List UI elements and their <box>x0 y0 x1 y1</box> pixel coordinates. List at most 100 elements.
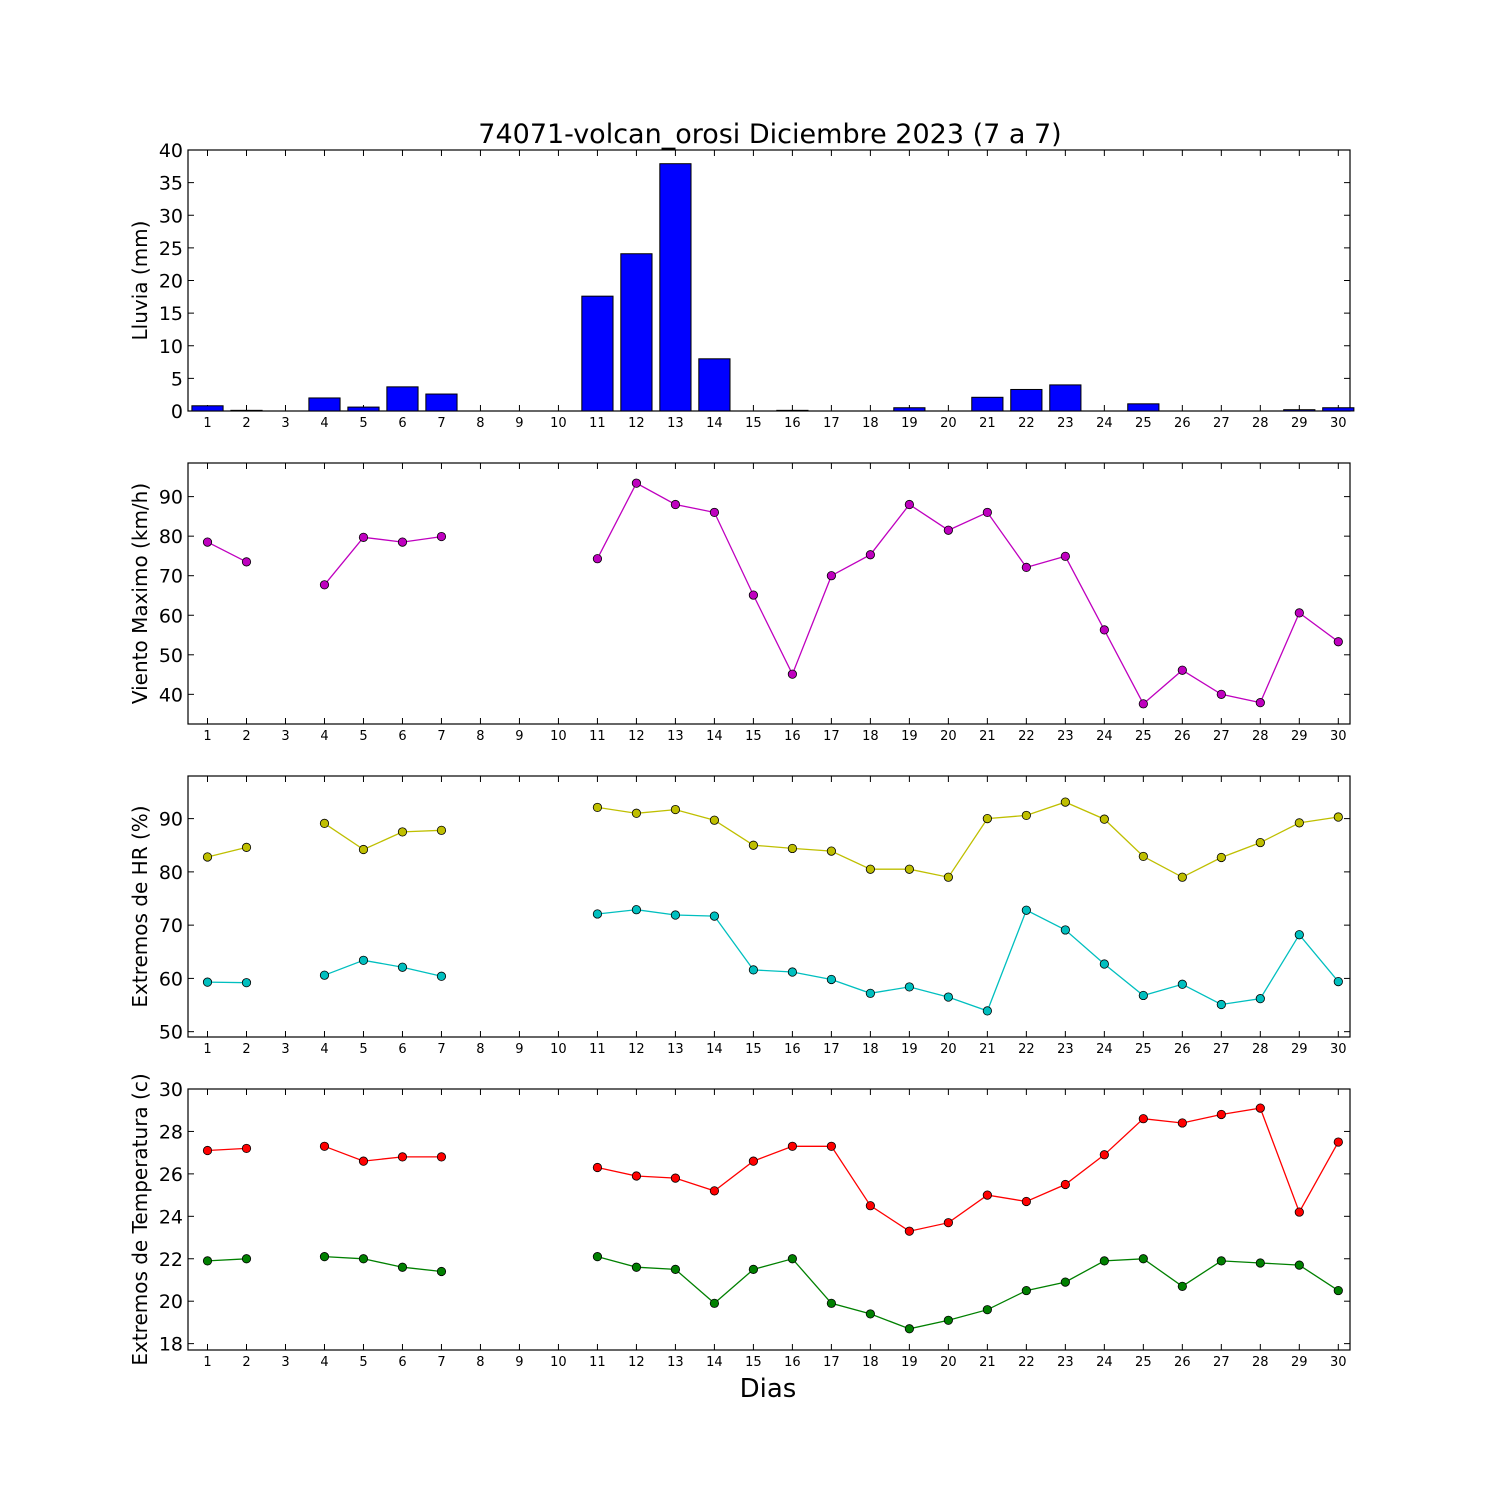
data-point <box>982 1305 992 1315</box>
x-tick-label: 14 <box>706 1355 723 1370</box>
data-point <box>709 815 720 825</box>
plot-frame <box>187 149 1351 412</box>
data-point <box>1138 990 1148 1001</box>
series-line <box>207 1258 247 1262</box>
data-point <box>826 1141 836 1151</box>
bar <box>1049 384 1082 412</box>
x-tick-label: 27 <box>1213 729 1230 744</box>
x-tick-label: 30 <box>1330 1042 1347 1057</box>
x-tick-label: 11 <box>589 729 606 744</box>
series-line <box>324 959 442 977</box>
x-tick-label: 26 <box>1174 1355 1191 1370</box>
x-tick-label: 15 <box>745 416 762 431</box>
data-point <box>631 478 642 488</box>
x-tick-label: 11 <box>589 1042 606 1057</box>
data-point <box>1333 977 1343 987</box>
y-tick-label: 60 <box>159 605 183 627</box>
y-tick-label: 30 <box>159 205 183 227</box>
data-point <box>904 1226 914 1236</box>
x-tick-label: 13 <box>667 729 684 744</box>
data-point <box>1216 999 1226 1010</box>
data-point <box>1060 1277 1070 1287</box>
data-point <box>592 1252 603 1262</box>
y-tick-label: 26 <box>159 1164 183 1186</box>
data-point <box>748 965 759 975</box>
x-tick-label: 30 <box>1330 416 1347 431</box>
x-tick-label: 5 <box>359 1355 367 1370</box>
data-point <box>982 507 992 518</box>
x-tick-label: 6 <box>398 1355 406 1370</box>
data-point <box>709 1186 720 1196</box>
series-line <box>207 541 247 563</box>
data-point <box>787 669 797 679</box>
data-point <box>319 1141 330 1151</box>
data-point <box>670 499 681 510</box>
data-point <box>670 1173 681 1183</box>
data-point <box>202 1256 213 1266</box>
x-tick-label: 2 <box>242 1355 250 1370</box>
bar <box>659 163 692 412</box>
x-tick-label: 25 <box>1135 1042 1152 1057</box>
data-point <box>1294 930 1304 940</box>
data-point <box>397 1262 408 1272</box>
data-point <box>865 864 875 874</box>
data-point <box>1021 562 1031 573</box>
data-point <box>1021 1196 1031 1207</box>
x-tick-label: 21 <box>979 1042 996 1057</box>
bar <box>191 405 224 412</box>
y-tick-label: 0 <box>171 401 183 423</box>
x-tick-label: 17 <box>823 1042 840 1057</box>
data-point <box>904 1324 914 1334</box>
x-tick-label: 3 <box>281 1042 289 1057</box>
data-point <box>241 842 252 852</box>
data-point <box>358 532 369 542</box>
x-tick-label: 21 <box>979 1355 996 1370</box>
data-point <box>241 1143 252 1154</box>
x-tick-label: 25 <box>1135 1355 1152 1370</box>
x-tick-label: 24 <box>1096 1042 1113 1057</box>
data-point <box>631 905 642 915</box>
x-tick-label: 3 <box>281 416 289 431</box>
data-point <box>1216 1256 1226 1266</box>
x-tick-label: 26 <box>1174 1042 1191 1057</box>
data-point <box>202 537 213 547</box>
x-tick-label: 3 <box>281 1355 289 1370</box>
y-tick-label: 40 <box>159 140 183 162</box>
data-point <box>1099 1150 1109 1160</box>
x-tick-label: 24 <box>1096 416 1113 431</box>
series-line <box>323 535 442 586</box>
y-tick-label: 35 <box>159 173 183 195</box>
data-point <box>319 818 330 829</box>
data-point <box>436 825 447 835</box>
x-tick-label: 13 <box>667 1042 684 1057</box>
plot-frame <box>187 1088 1351 1351</box>
series-line <box>597 909 1339 1012</box>
x-tick-label: 25 <box>1135 729 1152 744</box>
y-tick-label: 10 <box>159 336 183 358</box>
y-tick-label: 90 <box>159 809 183 831</box>
data-point <box>1333 1137 1343 1147</box>
series-line <box>324 1145 442 1162</box>
x-tick-label: 1 <box>203 729 211 744</box>
bar <box>386 386 419 412</box>
y-tick-label: 18 <box>159 1334 183 1356</box>
data-point <box>826 846 836 856</box>
data-point <box>748 840 759 850</box>
bar <box>620 253 653 412</box>
x-tick-label: 10 <box>550 1042 567 1057</box>
x-tick-label: 5 <box>359 1042 367 1057</box>
data-point <box>826 571 836 581</box>
data-point <box>319 580 330 590</box>
x-tick-label: 6 <box>398 1042 406 1057</box>
x-tick-label: 29 <box>1291 1042 1308 1057</box>
data-point <box>670 804 681 815</box>
y-axis-label: Lluvia (mm) <box>128 221 152 341</box>
x-tick-label: 17 <box>823 1355 840 1370</box>
x-tick-label: 27 <box>1213 1042 1230 1057</box>
data-point <box>1177 1281 1187 1291</box>
data-point <box>1099 959 1109 969</box>
y-tick-label: 15 <box>159 303 183 325</box>
data-point <box>1099 1256 1109 1266</box>
